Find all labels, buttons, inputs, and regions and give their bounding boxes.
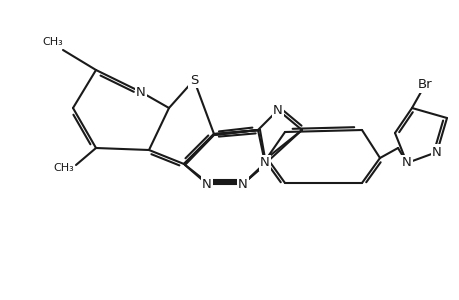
Text: N: N <box>202 178 212 190</box>
Text: N: N <box>431 146 441 158</box>
Text: N: N <box>136 85 146 98</box>
Text: S: S <box>190 74 197 86</box>
Text: N: N <box>136 85 146 98</box>
Text: N: N <box>238 178 247 190</box>
Text: Br: Br <box>417 79 431 92</box>
Text: N: N <box>273 103 282 116</box>
Text: N: N <box>401 157 411 169</box>
Text: CH₃: CH₃ <box>53 163 74 173</box>
Text: CH₃: CH₃ <box>42 37 63 47</box>
Text: N: N <box>259 157 269 169</box>
Text: S: S <box>190 74 198 86</box>
